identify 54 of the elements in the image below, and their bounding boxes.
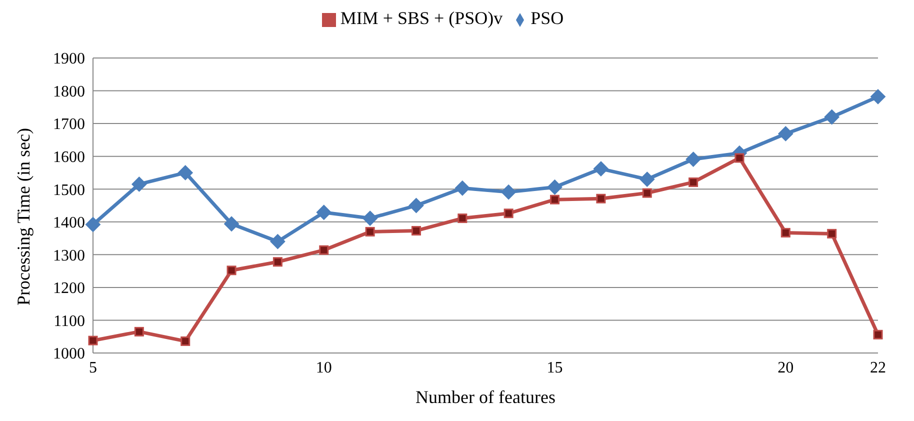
- y-tick-label: 1500: [53, 182, 85, 199]
- point: [873, 330, 883, 340]
- point: [827, 228, 837, 238]
- point: [824, 110, 840, 124]
- point: [270, 234, 286, 250]
- point: [134, 326, 144, 336]
- point: [408, 198, 424, 213]
- x-tick-label: 5: [89, 359, 97, 376]
- y-tick-label: 1100: [54, 312, 85, 330]
- point: [640, 172, 655, 187]
- point: [319, 245, 329, 255]
- point: [132, 176, 147, 192]
- point: [642, 188, 652, 198]
- point: [272, 257, 282, 267]
- point: [593, 161, 608, 176]
- point: [86, 217, 100, 232]
- x-tick-label: 20: [778, 359, 794, 376]
- legend-label: PSO: [530, 8, 564, 28]
- point: [547, 180, 562, 195]
- y-tick-label: 1600: [53, 149, 85, 166]
- point: [226, 266, 236, 276]
- y-axis-title: Processing Time (in sec): [13, 128, 34, 306]
- point: [365, 226, 375, 236]
- x-tick-label: 15: [546, 359, 563, 376]
- point: [870, 89, 886, 104]
- x-tick-label: 10: [316, 359, 332, 376]
- x-axis-title: Number of features: [416, 387, 556, 407]
- y-tick-label: 1200: [53, 280, 85, 298]
- point: [780, 228, 790, 238]
- point: [501, 184, 516, 200]
- point: [734, 153, 744, 163]
- point: [178, 165, 193, 180]
- point: [316, 204, 332, 220]
- y-tick-label: 1400: [53, 214, 85, 232]
- point: [550, 194, 560, 204]
- point: [88, 336, 98, 346]
- point: [454, 180, 470, 196]
- point: [686, 152, 701, 167]
- point: [458, 214, 468, 224]
- point: [778, 126, 794, 142]
- point: [224, 216, 240, 232]
- point: [180, 336, 190, 346]
- y-tick-label: 1800: [53, 83, 85, 100]
- point: [504, 208, 514, 218]
- y-tick-label: 1300: [53, 247, 85, 264]
- y-tick-label: 1900: [53, 50, 85, 68]
- point: [362, 210, 378, 226]
- y-tick-label: 1000: [53, 346, 85, 363]
- y-tick-label: 1700: [53, 116, 85, 134]
- x-tick-label: 22: [870, 359, 886, 376]
- legend-label: MIM + SBS + (PSO)v: [340, 8, 503, 28]
- point: [411, 226, 421, 236]
- point: [688, 177, 698, 187]
- point: [596, 194, 606, 204]
